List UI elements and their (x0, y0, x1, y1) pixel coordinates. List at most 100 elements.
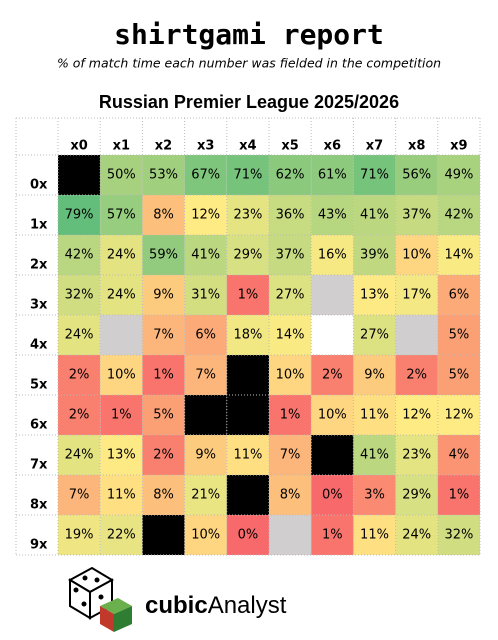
cell (100, 395, 143, 435)
cell-label: 62% (276, 168, 305, 183)
cell (58, 195, 101, 235)
cell (184, 475, 227, 515)
cell (226, 475, 269, 515)
cell (58, 475, 101, 515)
cell (226, 315, 269, 355)
cell-label: 3% (364, 488, 385, 503)
row-label: 8x (30, 498, 48, 513)
cell (269, 195, 312, 235)
cell-label: 24% (65, 448, 94, 463)
cell-label: 12% (191, 208, 220, 223)
cell-label: 6% (449, 288, 470, 303)
cell (142, 475, 185, 515)
cell-label: 13% (360, 288, 389, 303)
cell (395, 435, 438, 475)
row-label: 1x (30, 218, 48, 233)
cell-label: 10% (402, 248, 431, 263)
row-label: 7x (30, 458, 48, 473)
cell (395, 155, 438, 195)
report-subtitle: % of match time each number was fielded … (57, 56, 441, 71)
cell (395, 475, 438, 515)
cell (269, 515, 312, 555)
cell (437, 235, 480, 275)
cell (184, 315, 227, 355)
cell-label: 43% (318, 208, 347, 223)
cell-label: 11% (107, 488, 136, 503)
cell-label: 42% (444, 208, 473, 223)
cell-label: 9% (153, 288, 174, 303)
cell (269, 235, 312, 275)
cell (395, 315, 438, 355)
cell (184, 155, 227, 195)
cell-label: 0% (238, 528, 259, 543)
cell (437, 155, 480, 195)
cell-label: 23% (402, 448, 431, 463)
cell (437, 275, 480, 315)
cell (58, 155, 101, 195)
cell (142, 195, 185, 235)
cell (58, 275, 101, 315)
cell (58, 315, 101, 355)
cell-label: 2% (406, 368, 427, 383)
column-label: x1 (113, 139, 130, 154)
cell-label: 8% (280, 488, 301, 503)
cell-label: 56% (402, 168, 431, 183)
cell (437, 355, 480, 395)
cell-label: 8% (153, 488, 174, 503)
cell (142, 515, 185, 555)
cell (226, 155, 269, 195)
cell-label: 22% (107, 528, 136, 543)
column-label: x3 (197, 139, 214, 154)
cell (184, 395, 227, 435)
cell (353, 315, 396, 355)
cell (311, 195, 354, 235)
cell-label: 10% (107, 368, 136, 383)
cell-label: 7% (280, 448, 301, 463)
cell (269, 475, 312, 515)
cell-label: 1% (322, 528, 343, 543)
cell (100, 195, 143, 235)
cell (353, 515, 396, 555)
cell-label: 50% (107, 168, 136, 183)
cell-label: 1% (153, 368, 174, 383)
cell-label: 16% (318, 248, 347, 263)
cell (58, 395, 101, 435)
cell (437, 475, 480, 515)
cell-label: 29% (402, 488, 431, 503)
cell-label: 59% (149, 248, 178, 263)
cell (269, 435, 312, 475)
cell (100, 475, 143, 515)
cell (311, 275, 354, 315)
cell-label: 1% (449, 488, 470, 503)
cell (353, 475, 396, 515)
cell-label: 32% (444, 528, 473, 543)
column-label: x8 (408, 139, 425, 154)
cell-label: 24% (402, 528, 431, 543)
cell (311, 475, 354, 515)
cell-label: 1% (238, 288, 259, 303)
cell (353, 355, 396, 395)
cell-label: 12% (402, 408, 431, 423)
cell (353, 395, 396, 435)
cell-label: 14% (444, 248, 473, 263)
cell-label: 53% (149, 168, 178, 183)
cell-label: 41% (360, 208, 389, 223)
cell (395, 275, 438, 315)
row-label: 2x (30, 258, 48, 273)
cell (142, 315, 185, 355)
cell (184, 355, 227, 395)
cell-label: 49% (444, 168, 473, 183)
cell (437, 435, 480, 475)
cell (311, 355, 354, 395)
cell (184, 435, 227, 475)
cell-label: 79% (65, 208, 94, 223)
cell (395, 515, 438, 555)
cell (437, 315, 480, 355)
cell-label: 5% (153, 408, 174, 423)
cell-label: 2% (69, 368, 90, 383)
cell (226, 235, 269, 275)
cell (100, 315, 143, 355)
cell-label: 5% (449, 328, 470, 343)
cell-label: 24% (107, 288, 136, 303)
cell-label: 19% (65, 528, 94, 543)
